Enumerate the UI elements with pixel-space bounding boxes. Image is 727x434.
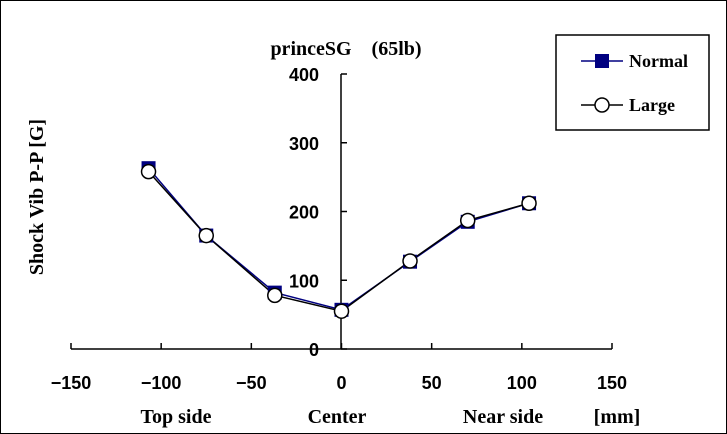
- chart-title: princeSG (65lb): [270, 38, 421, 60]
- x-sublabel-center: Center: [308, 406, 367, 428]
- data-point-large: [140, 163, 157, 180]
- data-point-large: [459, 212, 476, 229]
- y-tick-label: 0: [309, 340, 319, 360]
- x-axis-unit: [mm]: [594, 406, 641, 428]
- x-tick-label: −100: [141, 373, 182, 393]
- legend-normal-marker: [595, 54, 609, 68]
- data-point-large: [267, 287, 283, 304]
- x-tick-label: −150: [51, 373, 92, 393]
- data-point-large: [333, 303, 350, 319]
- x-sublabel-top-side: Top side: [141, 406, 212, 428]
- y-tick-label: 200: [289, 203, 319, 223]
- x-tick-label: 150: [597, 373, 627, 393]
- y-tick-label: 300: [289, 134, 319, 154]
- x-tick-label: 0: [336, 373, 346, 393]
- legend-normal-label: Normal: [629, 51, 688, 71]
- x-tick-label: 100: [507, 373, 537, 393]
- y-ticks: 0 100 200 300 400: [289, 65, 347, 360]
- x-ticks: −150 −100 −50 0 50 100 150: [51, 343, 627, 393]
- data-point-large: [198, 227, 214, 244]
- legend: Normal Large: [555, 34, 710, 131]
- legend-large-marker: [594, 97, 610, 113]
- x-tick-label: −50: [236, 373, 267, 393]
- series-group: [140, 161, 537, 319]
- data-point-large: [521, 195, 537, 211]
- x-tick-label: 50: [422, 373, 442, 393]
- x-sublabel-near-side: Near side: [463, 406, 543, 428]
- y-tick-label: 400: [289, 65, 319, 85]
- y-tick-label: 100: [289, 271, 319, 291]
- legend-box: [555, 34, 710, 131]
- data-point-large: [402, 253, 418, 269]
- y-axis-label: Shock Vib P-P [G]: [26, 119, 48, 275]
- legend-large-label: Large: [629, 95, 675, 115]
